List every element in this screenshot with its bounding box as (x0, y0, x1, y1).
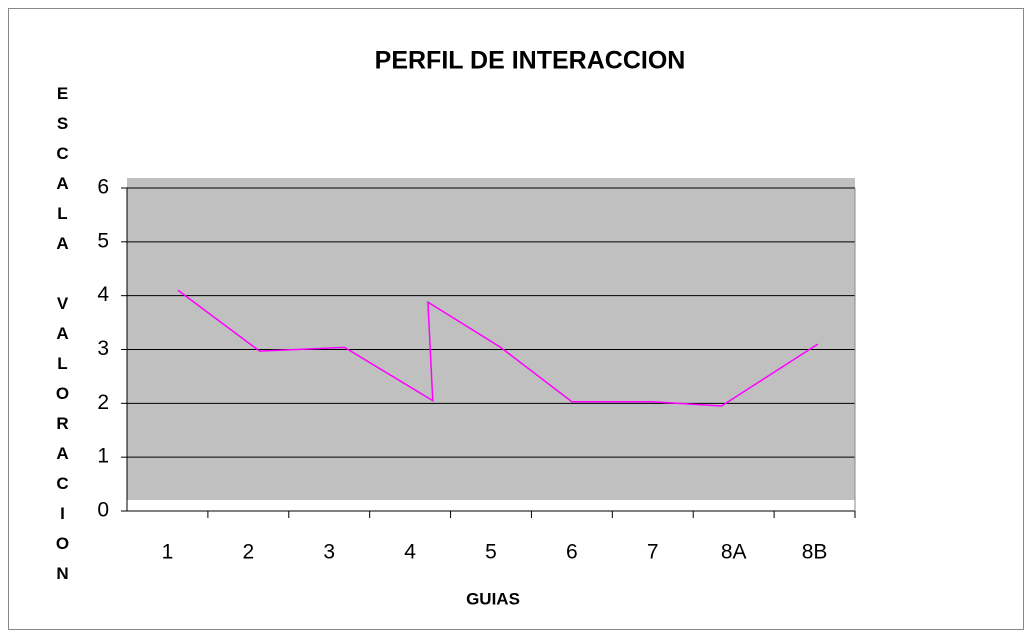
x-tick-label: 8A (721, 541, 747, 564)
line-series (177, 289, 819, 407)
y-tick-label: 0 (97, 499, 109, 522)
x-axis-label: GUIAS (466, 589, 520, 608)
y-tick-label: 6 (97, 176, 109, 199)
x-tick-label: 1 (162, 541, 174, 564)
x-tick-label: 4 (404, 541, 416, 564)
chart-title: PERFIL DE INTERACCION (375, 47, 686, 75)
y-tick-label: 5 (97, 229, 109, 252)
y-axis-label: ESCALA VALORACION (53, 84, 72, 594)
y-tick-label: 4 (97, 283, 109, 306)
y-tick-label: 1 (97, 445, 109, 468)
x-tick-label: 3 (323, 541, 335, 564)
x-tick-label: 5 (485, 541, 497, 564)
x-tick-label: 6 (566, 541, 578, 564)
y-tick-label: 2 (97, 391, 109, 414)
y-tick-label: 3 (97, 337, 109, 360)
x-tick-label: 7 (647, 541, 659, 564)
x-tick-label: 8B (802, 541, 828, 564)
x-tick-label: 2 (242, 541, 254, 564)
plot-area (127, 178, 855, 500)
